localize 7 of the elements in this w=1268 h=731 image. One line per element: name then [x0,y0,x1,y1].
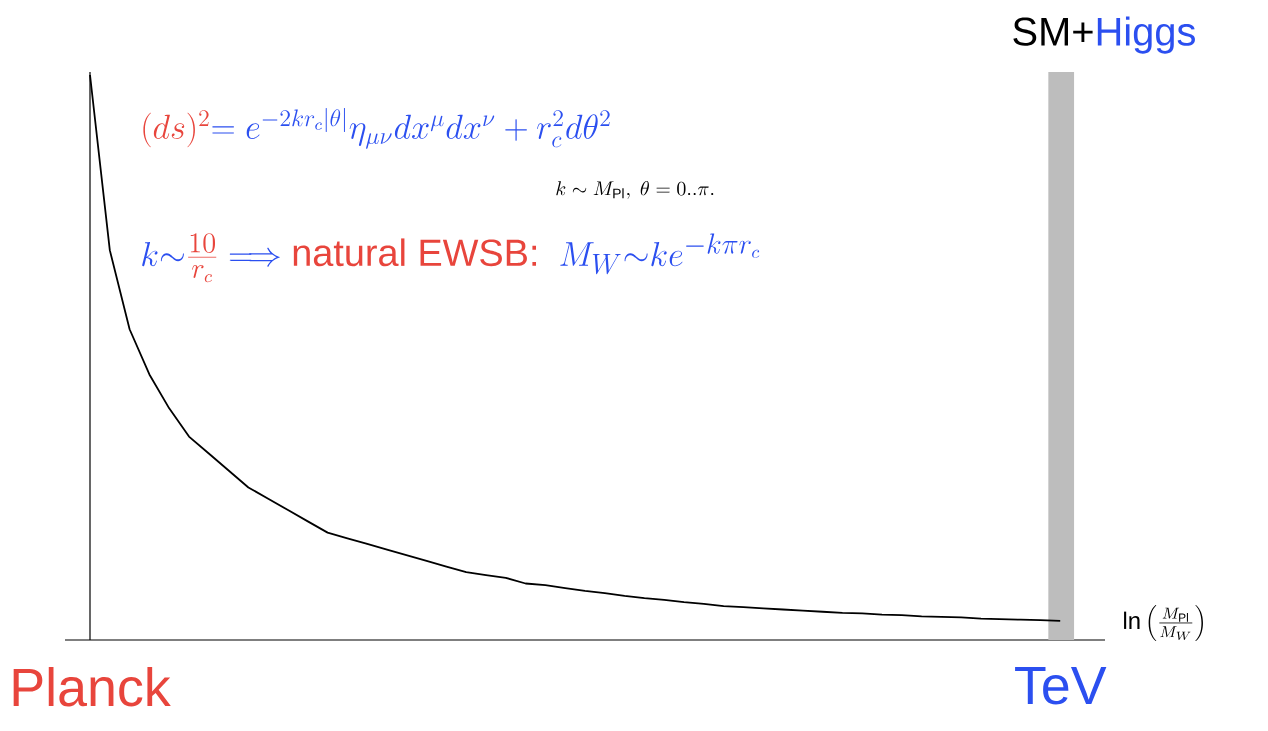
x-tick-label: TeV [1015,667,1107,705]
annotation: $\textcolor[HTML]{2B4FF0}{k{\sim}}\textcolor[HTML]{E8453C}{\frac{10}{r_c}}\;\textcolor[HTML]{2B4FF0}{\Longrightarrow}\;\textcolor[HTML]{E8453C}{\mbox{natural EWSB:}}\;\;\textcolor[HTML]{2B4FF0}{M_W{\sim}ke^{-k\pi r_c}}$ [142,233,760,283]
annotation: $\textcolor[HTML]{E8453C}{(ds)^2} \textcolor[HTML]{2B4FF0}{= e^{-2kr_c|\theta|}\eta_{\mu\nu}dx^\mu dx^\nu + r_c^2 d\theta^2}$ [143,108,610,149]
annotation: $k\sim M_{\rm Pl},\ \theta=0..\pi.$ [556,181,714,199]
x-tick-label: Planck [13,667,171,707]
x-axis-title: $\ln\left(\frac{M_{\rm Pl}}{M_W}\right)$ [1124,605,1203,641]
text: $\mbox{SM+\textcolor[HTML]{2B4FF0}{Higgs}}$ [1013,16,1195,54]
